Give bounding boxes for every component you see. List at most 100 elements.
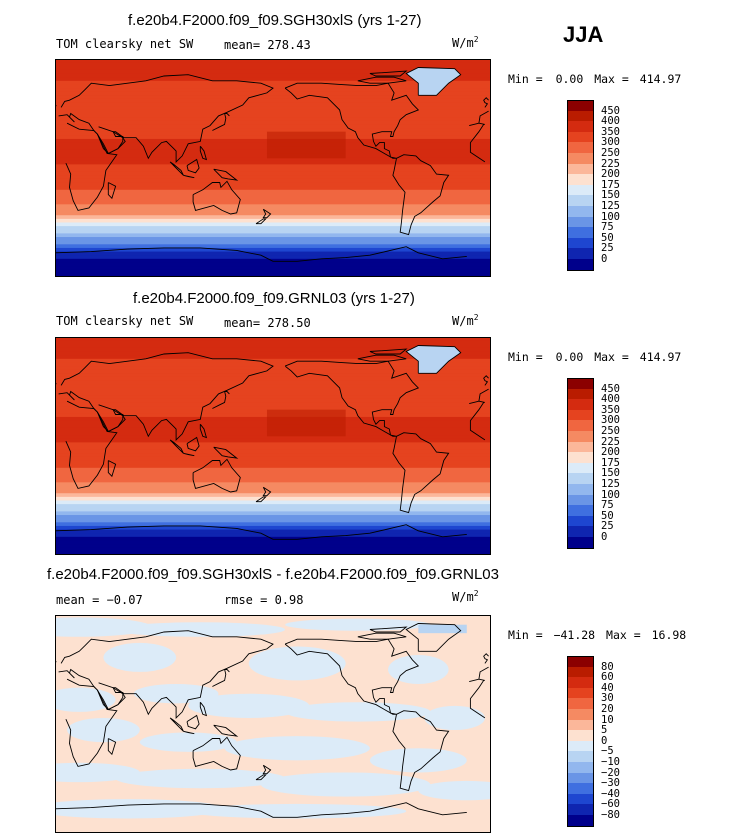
colorbar-tick-label: 75 xyxy=(601,499,614,512)
coastline xyxy=(183,730,195,735)
coastline xyxy=(183,452,195,457)
colorbar-tick-label: 200 xyxy=(601,446,620,459)
colorbar-swatch xyxy=(567,216,593,228)
zonal-band xyxy=(55,247,491,253)
zonal-band xyxy=(55,337,491,342)
zonal-band xyxy=(55,164,491,169)
zonal-band xyxy=(55,88,491,93)
panel-2-title: f.e20b4.F2000.f09_f09.GRNL03 (yrs 1-27) xyxy=(133,290,415,307)
colorbar-tick-label: 400 xyxy=(601,115,620,128)
panel-2-min-label: Min = xyxy=(508,350,543,364)
zonal-band xyxy=(55,504,491,509)
colorbar-swatch xyxy=(567,783,593,795)
zonal-band xyxy=(55,128,491,133)
zonal-band xyxy=(55,438,491,443)
zonal-band xyxy=(55,62,491,67)
zonal-band xyxy=(55,84,491,89)
panel-2-minmax: Min = 0.00 Max = 414.97 xyxy=(508,350,681,364)
zonal-band xyxy=(55,73,491,78)
coastline xyxy=(478,110,489,124)
colorbar-swatch xyxy=(567,709,593,721)
zonal-band xyxy=(55,369,491,374)
colorbar-swatch xyxy=(567,259,593,271)
colorbar-swatch xyxy=(567,505,593,517)
coastline xyxy=(369,348,408,355)
panel-1-max-label: Max = xyxy=(594,72,629,86)
zonal-band xyxy=(55,485,491,491)
colorbar-tick-label: 0 xyxy=(601,253,608,265)
coastline xyxy=(469,124,486,163)
colorbar-swatch xyxy=(567,494,593,506)
panel-3-mean: mean = −0.07 xyxy=(56,593,143,607)
panel-1-mean: mean= 278.43 xyxy=(224,38,311,52)
pacific-high-band xyxy=(266,409,346,437)
colorbar-tick-label: 250 xyxy=(601,147,620,159)
zonal-band xyxy=(55,102,491,107)
colorbar-swatch xyxy=(567,772,593,784)
coastline xyxy=(107,182,117,200)
zonal-band xyxy=(55,406,491,411)
zonal-band xyxy=(55,391,491,396)
colorbar-swatch xyxy=(567,420,593,432)
zonal-band xyxy=(55,522,491,527)
zonal-band xyxy=(55,402,491,407)
zonal-band xyxy=(55,200,491,205)
coastline xyxy=(405,623,462,652)
colorbar-tick-label: 225 xyxy=(601,157,620,170)
colorbar-tick-label: 100 xyxy=(601,210,620,223)
colorbar-swatch xyxy=(567,452,593,464)
colorbar-swatch xyxy=(567,526,593,538)
zonal-band xyxy=(55,160,491,165)
panel-1-variable: TOM clearsky net SW xyxy=(56,37,194,51)
negative-anomaly-patch xyxy=(67,717,140,743)
negative-anomaly-patch xyxy=(133,684,219,704)
negative-anomaly-patch xyxy=(103,642,177,672)
coastline xyxy=(169,439,184,454)
panel-3-units: W/m2 xyxy=(452,589,479,604)
zonal-band xyxy=(55,240,491,245)
colorbar-tick-label: 150 xyxy=(601,189,620,202)
zonal-band xyxy=(55,197,491,202)
colorbar-swatch xyxy=(567,730,593,742)
coastline xyxy=(212,113,230,131)
coastline xyxy=(478,666,489,680)
coastline xyxy=(392,154,450,236)
colorbar-tick-label: 125 xyxy=(601,200,620,212)
season-label: JJA xyxy=(563,22,604,47)
colorbar-swatch xyxy=(567,462,593,474)
colorbar-swatch xyxy=(567,248,593,260)
negative-anomaly-patch xyxy=(285,702,431,722)
zonal-band xyxy=(55,80,491,86)
colorbar-tick-label: 300 xyxy=(601,136,620,149)
coastline xyxy=(255,774,267,781)
colorbar-tick-label: 30 xyxy=(601,692,614,705)
map-frame xyxy=(55,337,491,555)
panel-3-max-label: Max = xyxy=(606,628,641,642)
colorbar-tick-label: 250 xyxy=(601,425,620,437)
zonal-band xyxy=(55,489,491,494)
zonal-band xyxy=(55,109,491,115)
colorbar-swatch xyxy=(567,687,593,699)
coastline xyxy=(55,524,467,540)
zonal-band xyxy=(55,226,491,231)
colorbar-tick-label: 400 xyxy=(601,393,620,406)
coastline xyxy=(469,402,486,441)
coastline xyxy=(262,208,272,219)
zonal-band xyxy=(55,273,491,277)
zonal-band xyxy=(55,91,491,96)
colorbar-swatch xyxy=(567,378,593,390)
zonal-band xyxy=(55,482,491,487)
colorbar-swatch xyxy=(567,110,593,122)
negative-anomaly-patch xyxy=(369,748,467,773)
coastline xyxy=(55,246,467,262)
coastline xyxy=(58,630,274,719)
negative-anomaly-patch xyxy=(285,618,431,631)
zonal-band xyxy=(55,186,491,191)
pacific-high-band xyxy=(266,131,346,159)
zonal-band xyxy=(55,500,491,505)
zonal-band xyxy=(55,189,491,195)
negative-anomaly-patch xyxy=(55,687,116,712)
coastline xyxy=(192,458,241,493)
coastline xyxy=(183,174,195,179)
coastline xyxy=(199,145,208,161)
